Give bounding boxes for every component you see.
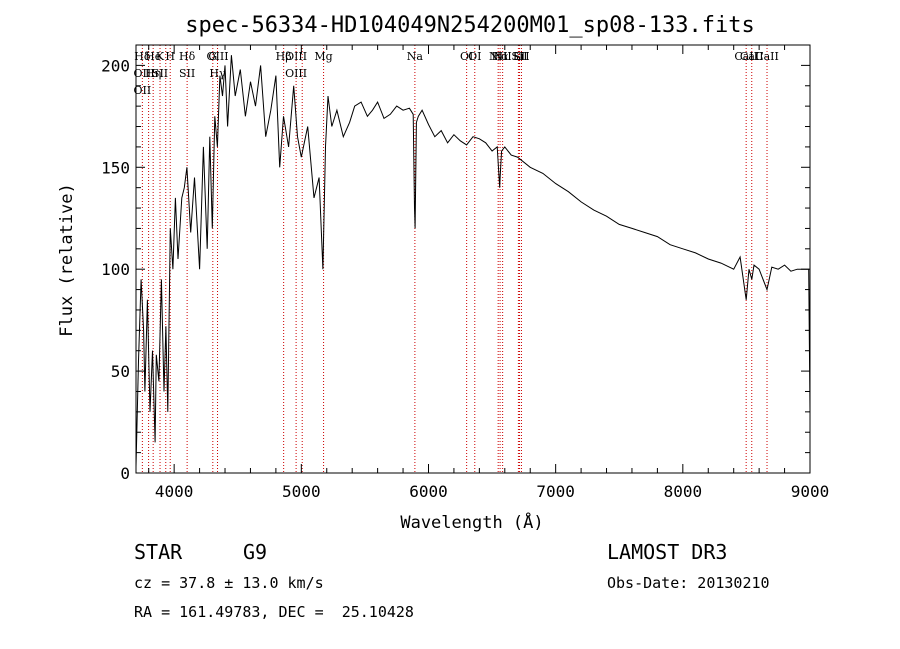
- line-marker-label: OIII: [285, 67, 307, 80]
- object-type: STAR: [134, 540, 183, 564]
- line-marker-label: OII: [133, 67, 151, 80]
- line-marker-label: OIII: [285, 50, 307, 63]
- line-marker-label: OI: [460, 50, 473, 63]
- line-marker-label: SII: [513, 50, 529, 63]
- line-marker-label: G: [208, 50, 217, 63]
- line-marker-label: He: [145, 50, 161, 63]
- y-tick-label: 200: [101, 56, 130, 75]
- y-tick-label: 150: [101, 158, 130, 177]
- x-tick-label: 6000: [409, 482, 448, 501]
- axis-tick-labels: 4000 5000 6000 7000 8000 9000 0 50 100 150 200: [101, 56, 829, 501]
- spectrum-line: [135, 55, 811, 467]
- line-marker-label: H: [165, 50, 175, 63]
- line-marker-label: Hδ: [134, 50, 151, 63]
- line-marker-label: CaII: [740, 50, 764, 63]
- line-marker-label: K: [156, 50, 165, 63]
- plot-frame: [135, 44, 811, 474]
- obs-date: Obs-Date: 20130210: [607, 574, 770, 592]
- line-marker-label: Na: [407, 50, 424, 63]
- line-marker-label: NII: [493, 50, 511, 63]
- line-marker-label: Hα: [492, 50, 510, 63]
- x-tick-label: 7000: [536, 482, 575, 501]
- line-marker-label: Hη: [145, 67, 161, 80]
- axis-ticks: [136, 44, 811, 474]
- y-axis-label: Flux (relative): [57, 183, 77, 337]
- line-marker-label: Mg: [314, 50, 332, 63]
- redshift-text: cz = 37.8 ± 13.0 km/s: [134, 574, 324, 592]
- survey-name: LAMOST DR3: [607, 540, 728, 564]
- x-axis-label: Wavelength (Å): [400, 511, 543, 533]
- line-marker-label: Hβ: [276, 50, 292, 63]
- line-marker-label: SII: [179, 67, 195, 80]
- line-marker-label: OI: [468, 50, 481, 63]
- spectral-subclass: G9: [243, 540, 268, 564]
- line-marker-label: SII: [152, 67, 168, 80]
- coordinates-text: RA = 161.49783, DEC = 25.10428: [134, 603, 414, 621]
- y-tick-label: 0: [120, 464, 130, 483]
- line-marker-label: CaII: [755, 50, 779, 63]
- line-marker-label: CaII: [734, 50, 758, 63]
- x-tick-label: 8000: [664, 482, 703, 501]
- x-tick-label: 9000: [791, 482, 830, 501]
- line-marker-label: Hδ: [179, 50, 196, 63]
- line-marker-label: NII: [489, 50, 507, 63]
- line-marker-label: SII: [511, 50, 527, 63]
- line-marker-label: OII: [133, 84, 151, 97]
- y-tick-label: 100: [101, 260, 130, 279]
- line-marker-label: OIII: [206, 50, 228, 63]
- line-markers: [141, 45, 768, 473]
- chart-title: spec-56334-HD104049N254200M01_sp08-133.f…: [185, 13, 755, 38]
- x-tick-label: 5000: [282, 482, 321, 501]
- x-tick-label: 4000: [155, 482, 194, 501]
- line-marker-label: Hγ: [209, 67, 226, 80]
- line-marker-label: Li: [513, 50, 524, 63]
- y-tick-label: 50: [111, 362, 130, 381]
